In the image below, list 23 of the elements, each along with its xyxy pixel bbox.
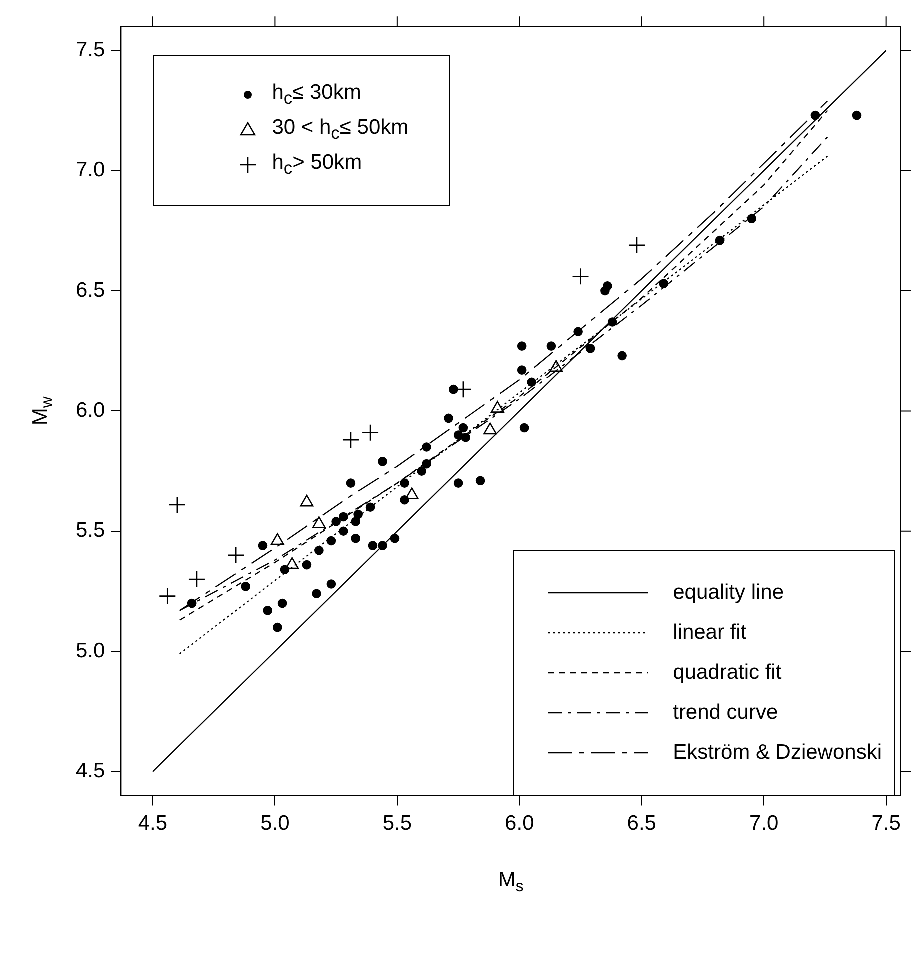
legend-label: Ekström & Dziewonski: [673, 740, 882, 765]
y-tick-label: 7.5: [76, 38, 106, 62]
x-tick-label: 7.0: [750, 812, 779, 836]
x-tick-label: 7.5: [872, 812, 901, 836]
legend-label: h$_{c}$≤ 30km: [272, 81, 362, 110]
y-tick-label: 7.0: [76, 158, 106, 182]
y-tick-label: 6.5: [76, 278, 106, 302]
x-tick-label: 5.0: [260, 812, 290, 836]
legend-label: quadratic fit: [673, 660, 782, 685]
y-tick-label: 6.0: [76, 398, 106, 422]
x-tick-label: 4.5: [138, 812, 168, 836]
y-tick-label: 5.0: [76, 639, 106, 662]
legend-label: linear fit: [673, 620, 747, 645]
legend-label: h$_{c}$> 50km: [272, 151, 362, 180]
legend-label: 30 < h$_{c}$≤ 50km: [272, 116, 409, 144]
y-tick-label: 5.5: [76, 519, 106, 542]
x-tick-label: 5.5: [382, 812, 412, 836]
legend-label: trend curve: [673, 700, 778, 725]
x-tick-label: 6.0: [505, 812, 534, 836]
legend-label: equality line: [673, 580, 784, 605]
y-tick-label: 4.5: [76, 760, 106, 783]
y-axis-title: Mw: [28, 396, 56, 426]
x-tick-label: 6.5: [627, 812, 656, 836]
